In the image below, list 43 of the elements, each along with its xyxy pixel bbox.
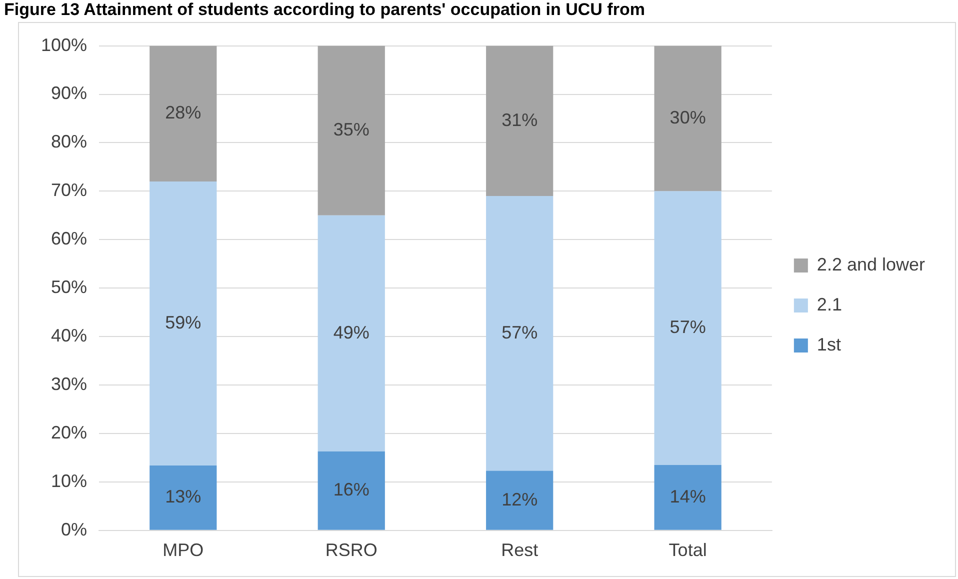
bar bbox=[654, 464, 722, 530]
y-tick-label: 90% bbox=[51, 83, 88, 104]
legend-label: 2.1 bbox=[816, 294, 842, 314]
data-label: 16% bbox=[333, 480, 370, 500]
y-tick-label: 10% bbox=[51, 470, 88, 491]
data-label: 35% bbox=[333, 120, 370, 140]
bar bbox=[150, 181, 217, 466]
data-label: 31% bbox=[502, 110, 538, 130]
chart-title: Figure 13 Attainment of students according to parents' occupation in UCU from bbox=[3, 0, 646, 21]
data-label: 12% bbox=[502, 489, 538, 510]
bar bbox=[150, 465, 217, 530]
x-tick-label: RSRO bbox=[325, 540, 378, 560]
legend-label: 2.2 and lower bbox=[816, 254, 926, 274]
data-label: 49% bbox=[333, 322, 370, 342]
data-label: 28% bbox=[165, 102, 202, 123]
bar bbox=[486, 196, 554, 471]
y-tick-label: 60% bbox=[51, 228, 88, 249]
data-label: 57% bbox=[502, 322, 538, 342]
legend-label: 1st bbox=[816, 334, 841, 354]
y-tick-label: 40% bbox=[51, 326, 88, 346]
x-tick-label: Rest bbox=[501, 540, 538, 560]
y-tick-label: 50% bbox=[51, 277, 88, 298]
bar bbox=[318, 451, 385, 530]
x-tick-label: MPO bbox=[162, 540, 204, 560]
y-tick-label: 0% bbox=[61, 519, 88, 540]
bar bbox=[318, 46, 385, 216]
y-tick-label: 80% bbox=[51, 132, 88, 152]
y-tick-label: 20% bbox=[51, 422, 88, 442]
data-label: 30% bbox=[670, 107, 706, 128]
y-tick-label: 30% bbox=[51, 374, 88, 394]
bar bbox=[150, 46, 217, 182]
bar bbox=[654, 191, 722, 465]
bar bbox=[486, 46, 554, 196]
data-label: 13% bbox=[165, 486, 202, 507]
bar bbox=[318, 215, 385, 452]
y-tick-label: 100% bbox=[40, 34, 88, 55]
data-label: 57% bbox=[670, 317, 706, 338]
bar bbox=[654, 46, 722, 192]
bar bbox=[486, 470, 554, 530]
y-tick-label: 70% bbox=[51, 180, 88, 200]
data-label: 14% bbox=[670, 486, 706, 506]
x-tick-label: Total bbox=[668, 540, 707, 560]
data-label: 59% bbox=[165, 312, 202, 332]
